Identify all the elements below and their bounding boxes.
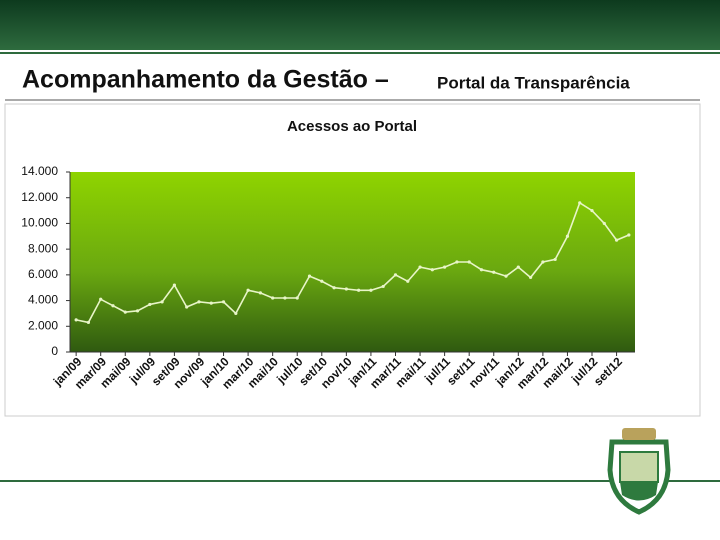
header-band: [0, 0, 720, 50]
data-point: [541, 260, 545, 264]
data-point: [209, 301, 213, 305]
data-point: [627, 233, 631, 237]
data-point: [160, 300, 164, 304]
data-point: [320, 279, 324, 283]
data-point: [283, 296, 287, 300]
data-point: [357, 288, 361, 292]
data-point: [221, 300, 226, 304]
data-point: [504, 274, 508, 278]
data-point: [332, 286, 336, 290]
data-point: [578, 201, 582, 205]
data-point: [369, 288, 373, 292]
data-point: [443, 265, 447, 269]
emblem: [607, 428, 671, 515]
data-point: [590, 208, 594, 213]
data-point: [393, 273, 398, 277]
data-point: [406, 279, 410, 283]
data-point: [197, 300, 201, 304]
y-tick-label: 2.000: [28, 318, 58, 332]
data-point: [295, 296, 299, 300]
data-point: [135, 309, 140, 313]
data-point: [172, 283, 177, 287]
data-point: [148, 302, 152, 307]
data-point: [455, 260, 459, 264]
data-point: [381, 284, 385, 289]
slide-title: Acompanhamento da Gestão –: [22, 66, 389, 94]
data-point: [123, 310, 127, 314]
y-tick-label: 10.000: [21, 216, 58, 230]
y-tick-label: 0: [51, 344, 58, 358]
y-tick-label: 6.000: [28, 267, 58, 281]
chart-title: Acessos ao Portal: [287, 118, 417, 135]
data-point: [185, 305, 189, 309]
y-tick-label: 14.000: [21, 164, 58, 178]
y-tick-label: 12.000: [21, 190, 58, 204]
data-point: [528, 275, 533, 280]
data-point: [111, 304, 115, 308]
data-point: [271, 296, 275, 300]
data-point: [86, 320, 91, 325]
data-point: [246, 288, 250, 292]
data-point: [258, 291, 262, 295]
data-point: [99, 297, 103, 301]
y-tick-label: 8.000: [28, 241, 58, 255]
data-point: [467, 260, 471, 264]
data-point: [307, 274, 312, 278]
data-point: [565, 234, 570, 238]
plot-area: [70, 172, 635, 352]
data-point: [614, 238, 619, 242]
data-point: [516, 265, 520, 269]
data-point: [479, 268, 484, 272]
data-point: [430, 268, 434, 272]
data-point: [234, 311, 238, 316]
slide-subtitle: Portal da Transparência: [437, 73, 630, 92]
data-point: [553, 257, 557, 262]
data-point: [344, 287, 348, 291]
series-line: [75, 201, 630, 324]
y-tick-label: 4.000: [28, 293, 58, 307]
data-point: [418, 265, 422, 269]
data-point: [492, 270, 496, 274]
data-point: [74, 318, 78, 322]
data-point: [602, 221, 606, 226]
